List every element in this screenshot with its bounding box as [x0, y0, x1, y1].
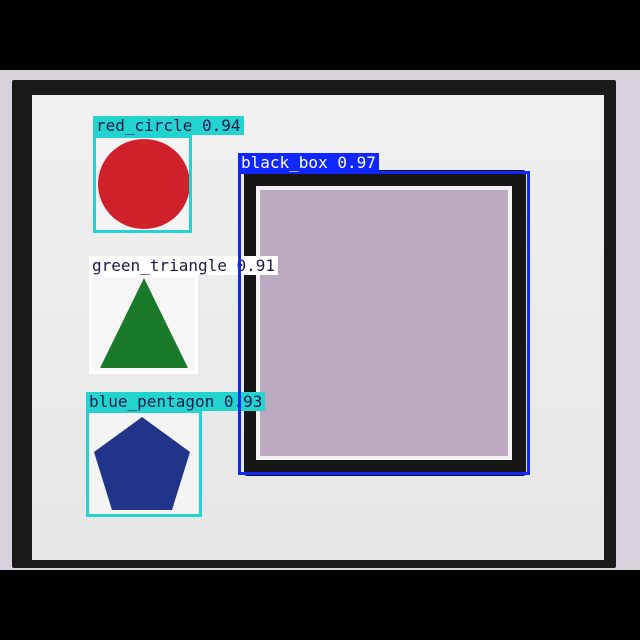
detection-box-black-box [238, 171, 530, 475]
red-circle-shape [98, 139, 190, 229]
detection-label-black-box: black_box 0.97 [238, 153, 379, 172]
detection-box-blue-pentagon [86, 410, 202, 517]
frame-window [256, 186, 512, 460]
detection-box-green-triangle [89, 274, 198, 374]
green-triangle-shape [100, 278, 188, 368]
detection-label-green-triangle: green_triangle 0.91 [89, 256, 279, 275]
detection-label-blue-pentagon: blue_pentagon 0.93 [86, 392, 266, 411]
blue-pentagon-shape [94, 417, 190, 510]
detection-box-red-circle [93, 135, 192, 233]
detection-label-red-circle: red_circle 0.94 [93, 116, 244, 135]
